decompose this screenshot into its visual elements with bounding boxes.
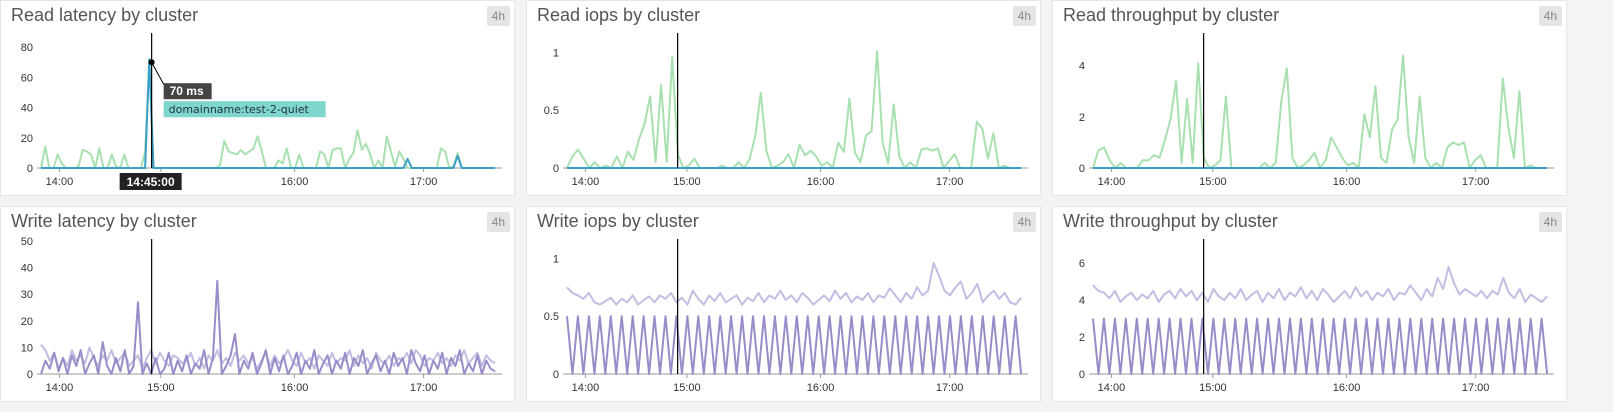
x-tick-label: 14:00 — [46, 176, 74, 188]
chart-svg: 0 0.5 1 14:00 15:00 16:00 17:00 — [544, 239, 1028, 394]
y-tick-label: 0.5 — [544, 105, 559, 117]
chart-panel[interactable]: Read throughput by cluster 4h 0 2 4 14:00 15:0… — [1052, 0, 1567, 196]
chart-title: Read latency by cluster — [11, 5, 199, 25]
y-tick-label: 2 — [1079, 332, 1085, 344]
y-tick-label: 30 — [21, 289, 33, 301]
x-tick-label: 16:00 — [1333, 176, 1361, 188]
tooltip-tag: domainname:test-2-quiet — [169, 103, 310, 116]
x-tick-label: 16:00 — [281, 176, 309, 188]
series-line — [1092, 317, 1549, 375]
time-range-badge[interactable]: 4h — [1538, 212, 1562, 232]
y-tick-label: 6 — [1079, 258, 1085, 270]
x-tick-label: 17:00 — [1462, 382, 1490, 394]
tooltip-leader — [151, 61, 165, 85]
cursor-time-label: 14:45:00 — [127, 175, 175, 189]
y-tick-label: 50 — [21, 236, 33, 248]
chart-panel[interactable]: Write iops by cluster 4h 0 0.5 1 14:00 15:00 16… — [526, 206, 1041, 402]
series-line — [566, 50, 1022, 169]
x-tick-label: 15:00 — [1199, 382, 1227, 394]
chart-panel[interactable]: Read latency by cluster 4h 0 20 40 60 80 14:00 1… — [0, 0, 515, 196]
cursor-time-box — [119, 173, 182, 190]
y-tick-label: 0 — [553, 163, 559, 175]
x-tick-label: 14:00 — [1098, 176, 1126, 188]
chart-svg: 0 10 20 30 40 50 14:00 15:00 16:00 17:00 — [21, 236, 502, 394]
y-tick-label: 1 — [553, 253, 559, 265]
time-range-badge[interactable]: 4h — [486, 6, 510, 26]
chart-title: Write latency by cluster — [11, 211, 197, 231]
series-line — [566, 315, 1023, 375]
x-tick-label: 17:00 — [1462, 176, 1490, 188]
x-tick-label: 16:00 — [281, 382, 309, 394]
y-tick-label: 1 — [553, 47, 559, 59]
y-tick-label: 0 — [1079, 369, 1085, 381]
x-tick-label: 14:00 — [572, 382, 600, 394]
chart-panel[interactable]: Write throughput by cluster 4h 0 2 4 6 14:00 15… — [1052, 206, 1567, 402]
chart-panel[interactable]: Read iops by cluster 4h 0 0.5 1 14:00 15:00 16:… — [526, 0, 1041, 196]
x-tick-label: 15:00 — [1199, 176, 1227, 188]
y-tick-label: 2 — [1079, 112, 1085, 124]
y-tick-label: 0 — [553, 369, 559, 381]
series-line — [566, 262, 1022, 306]
y-tick-label: 0 — [27, 163, 33, 175]
chart-svg: 0 2 4 6 14:00 15:00 16:00 17:00 — [1079, 239, 1554, 394]
tooltip-value: 70 ms — [170, 84, 204, 98]
x-tick-label: 14:00 — [572, 176, 600, 188]
time-range-badge[interactable]: 4h — [1538, 6, 1562, 26]
x-tick-label: 17:00 — [410, 382, 438, 394]
x-tick-label: 16:00 — [807, 176, 835, 188]
series-line — [41, 58, 496, 169]
x-tick-label: 15:00 — [147, 382, 175, 394]
time-range-badge[interactable]: 4h — [486, 212, 510, 232]
tooltip-value-box — [163, 83, 212, 100]
x-tick-label: 14:00 — [1098, 382, 1126, 394]
chart-title: Read throughput by cluster — [1063, 5, 1280, 25]
y-tick-label: 0 — [1079, 163, 1085, 175]
y-tick-label: 40 — [21, 103, 33, 115]
x-tick-label: 17:00 — [936, 176, 964, 188]
x-tick-label: 15:00 — [673, 176, 701, 188]
chart-panel[interactable]: Write latency by cluster 4h 0 10 20 30 40 50 14:… — [0, 206, 515, 402]
x-tick-label: 17:00 — [936, 382, 964, 394]
x-tick-label: 16:00 — [807, 382, 835, 394]
y-tick-label: 10 — [21, 342, 33, 354]
y-tick-label: 0 — [27, 369, 33, 381]
series-line — [1092, 265, 1548, 303]
chart-svg: 0 0.5 1 14:00 15:00 16:00 17:00 — [544, 33, 1028, 188]
x-tick-label: 16:00 — [1333, 382, 1361, 394]
chart-title: Write throughput by cluster — [1063, 211, 1278, 231]
x-tick-label: 15:00 — [673, 382, 701, 394]
y-tick-label: 40 — [21, 263, 33, 275]
y-tick-label: 4 — [1079, 61, 1085, 73]
chart-title: Write iops by cluster — [537, 211, 699, 231]
y-tick-label: 80 — [21, 42, 33, 54]
series-line — [40, 279, 496, 375]
time-range-badge[interactable]: 4h — [1012, 212, 1036, 232]
x-tick-label: 17:00 — [410, 176, 438, 188]
y-tick-label: 60 — [21, 72, 33, 84]
time-range-badge[interactable]: 4h — [1012, 6, 1036, 26]
series-line — [1092, 54, 1548, 169]
chart-svg: 0 2 4 14:00 15:00 16:00 17:00 — [1079, 33, 1554, 188]
y-tick-label: 20 — [21, 133, 33, 145]
y-tick-label: 20 — [21, 316, 33, 328]
y-tick-label: 0.5 — [544, 311, 559, 323]
x-tick-label: 14:00 — [46, 382, 74, 394]
y-tick-label: 4 — [1079, 295, 1085, 307]
chart-title: Read iops by cluster — [537, 5, 701, 25]
tooltip-tag-box — [163, 101, 326, 118]
